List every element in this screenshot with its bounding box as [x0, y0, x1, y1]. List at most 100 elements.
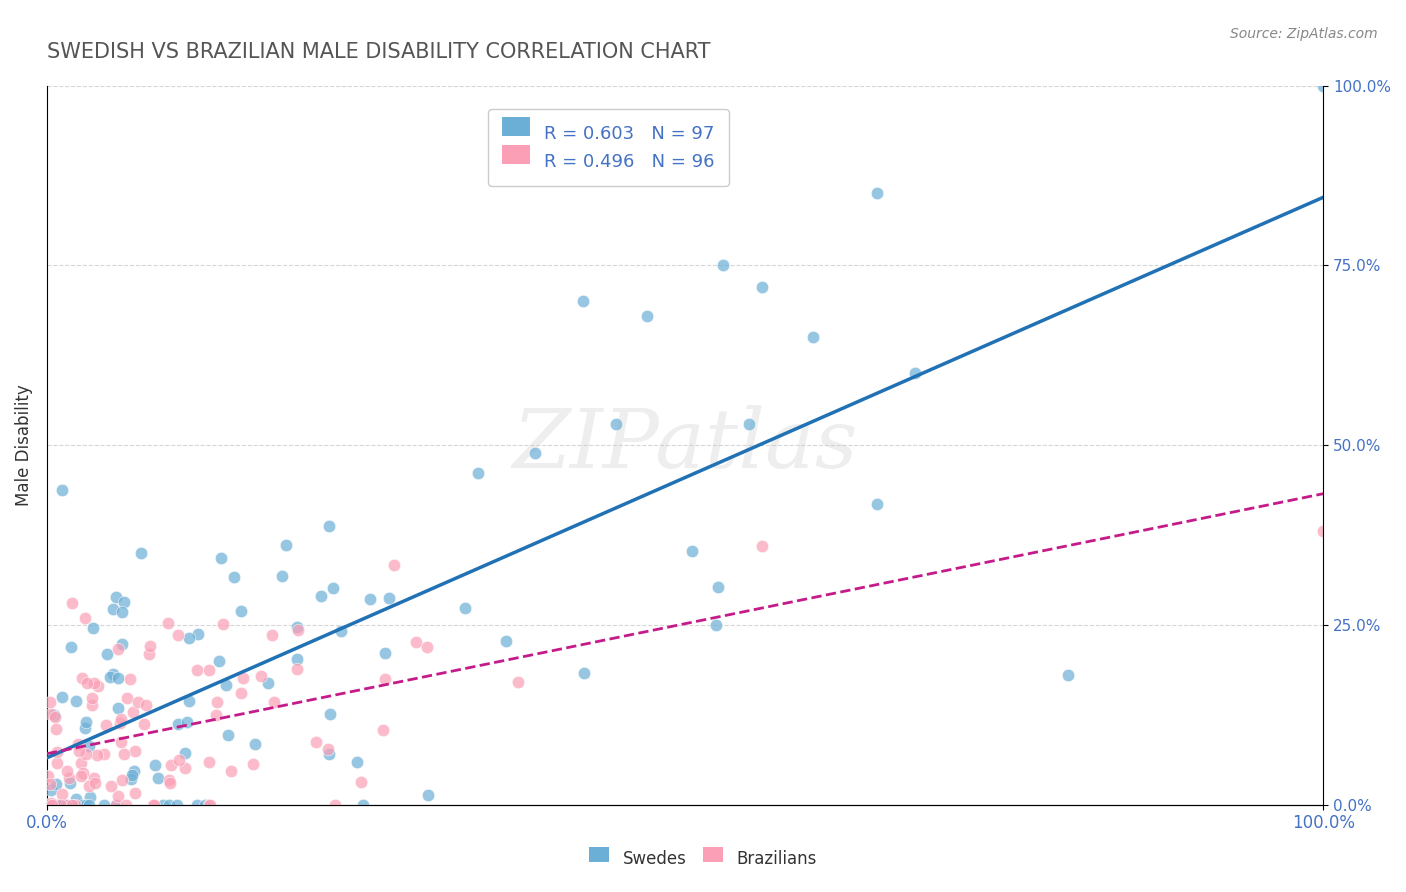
Brazilians: [94, 718, 117, 732]
Brazilians: [221, 764, 243, 778]
Swedes: [904, 366, 927, 380]
Swedes: [105, 590, 128, 604]
Brazilians: [242, 757, 264, 772]
Swedes: [107, 700, 129, 714]
Brazilians: [110, 735, 132, 749]
Brazilians: [323, 797, 346, 812]
Swedes: [319, 707, 342, 722]
Swedes: [217, 728, 239, 742]
Brazilians: [60, 797, 83, 812]
Brazilians: [205, 695, 228, 709]
Brazilians: [142, 797, 165, 812]
Brazilians: [138, 647, 160, 661]
Brazilians: [212, 616, 235, 631]
Brazilians: [285, 662, 308, 676]
Swedes: [866, 497, 889, 511]
Brazilians: [173, 761, 195, 775]
Swedes: [39, 783, 62, 797]
Legend: Swedes, Brazilians: Swedes, Brazilians: [582, 844, 824, 875]
Swedes: [179, 694, 201, 708]
Swedes: [186, 797, 208, 812]
Swedes: [75, 714, 97, 729]
Brazilians: [82, 698, 104, 712]
Swedes: [416, 788, 439, 802]
Brazilians: [186, 663, 208, 677]
Brazilians: [405, 634, 427, 648]
Swedes: [121, 768, 143, 782]
Brazilians: [67, 737, 90, 751]
Brazilians: [37, 769, 59, 783]
Swedes: [1312, 78, 1334, 93]
Brazilians: [41, 797, 63, 812]
Swedes: [143, 758, 166, 772]
Brazilians: [232, 671, 254, 685]
Swedes: [75, 797, 97, 812]
Swedes: [105, 797, 128, 812]
Brazilians: [44, 710, 66, 724]
Brazilians: [83, 676, 105, 690]
Swedes: [524, 446, 547, 460]
Swedes: [79, 789, 101, 804]
Brazilians: [67, 744, 90, 758]
Brazilians: [110, 712, 132, 726]
Swedes: [1057, 668, 1080, 682]
Brazilians: [134, 717, 156, 731]
Brazilians: [231, 686, 253, 700]
Swedes: [865, 186, 887, 201]
Brazilians: [198, 663, 221, 677]
Swedes: [48, 797, 70, 812]
Swedes: [107, 671, 129, 685]
Swedes: [112, 595, 135, 609]
Swedes: [309, 590, 332, 604]
Brazilians: [127, 695, 149, 709]
Brazilians: [197, 797, 219, 812]
Brazilians: [200, 797, 222, 812]
Brazilians: [108, 715, 131, 730]
Brazilians: [83, 771, 105, 785]
Swedes: [129, 546, 152, 560]
Swedes: [93, 797, 115, 812]
Text: ZIPatlas: ZIPatlas: [512, 405, 858, 485]
Brazilians: [139, 640, 162, 654]
Legend: R = 0.603   N = 97, R = 0.496   N = 96: R = 0.603 N = 97, R = 0.496 N = 96: [488, 109, 728, 186]
Swedes: [176, 714, 198, 729]
Swedes: [45, 776, 67, 790]
Brazilians: [84, 775, 107, 789]
Swedes: [120, 772, 142, 787]
Brazilians: [350, 774, 373, 789]
Swedes: [751, 280, 773, 294]
Swedes: [274, 537, 297, 551]
Brazilians: [167, 753, 190, 767]
Brazilians: [135, 698, 157, 712]
Swedes: [42, 707, 65, 722]
Brazilians: [69, 756, 91, 771]
Brazilians: [205, 707, 228, 722]
Text: Source: ZipAtlas.com: Source: ZipAtlas.com: [1230, 27, 1378, 41]
Swedes: [49, 797, 72, 812]
Swedes: [215, 678, 238, 692]
Swedes: [174, 746, 197, 760]
Swedes: [77, 739, 100, 754]
Swedes: [96, 647, 118, 661]
Brazilians: [159, 776, 181, 790]
Swedes: [222, 570, 245, 584]
Swedes: [51, 483, 73, 497]
Swedes: [454, 601, 477, 615]
Swedes: [111, 605, 134, 619]
Swedes: [208, 655, 231, 669]
Swedes: [231, 604, 253, 618]
Swedes: [79, 797, 101, 812]
Brazilians: [76, 675, 98, 690]
Brazilians: [49, 797, 72, 812]
Swedes: [194, 797, 217, 812]
Swedes: [53, 797, 76, 812]
Swedes: [378, 591, 401, 606]
Brazilians: [263, 695, 285, 709]
Swedes: [256, 675, 278, 690]
Brazilians: [65, 797, 87, 812]
Brazilians: [198, 755, 221, 769]
Swedes: [152, 797, 174, 812]
Brazilians: [39, 777, 62, 791]
Swedes: [738, 417, 761, 431]
Swedes: [209, 550, 232, 565]
